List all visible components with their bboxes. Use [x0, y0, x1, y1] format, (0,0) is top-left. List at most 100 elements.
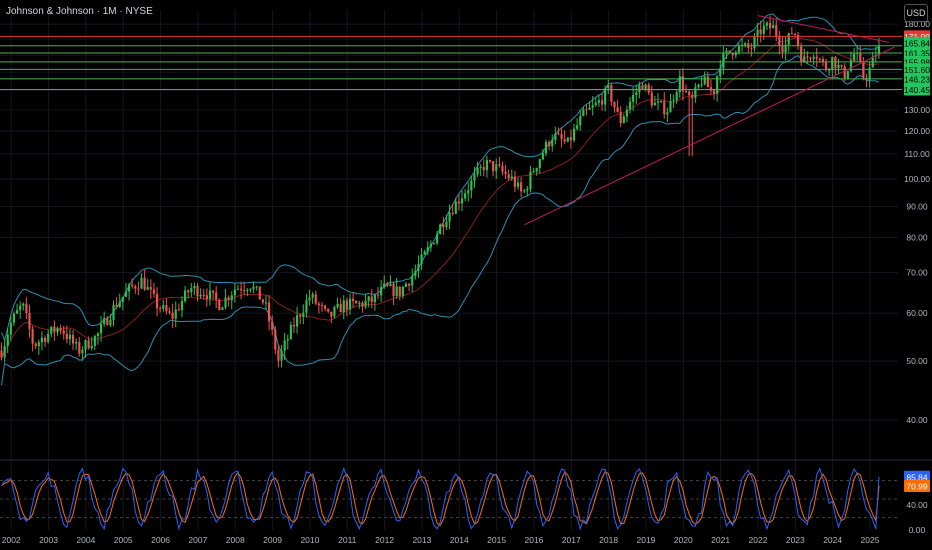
- candle-body: [849, 60, 853, 71]
- candle-body: [781, 45, 784, 52]
- trendline-descending-resistance: [757, 15, 889, 43]
- candle-body: [660, 101, 663, 103]
- price-level-text: 140.45: [904, 85, 930, 95]
- candle-body: [613, 101, 616, 108]
- candle-body: [772, 25, 775, 29]
- candle-body: [470, 180, 473, 191]
- candle-body: [498, 164, 501, 166]
- candle-body: [460, 198, 464, 204]
- x-tick-label: 2004: [76, 535, 95, 545]
- currency-button[interactable]: USD: [904, 4, 928, 22]
- y-tick-label: 70.00: [906, 268, 928, 278]
- candle-body: [753, 36, 756, 49]
- price-level-text: 146.23: [904, 74, 930, 84]
- y-tick-label: 120.00: [904, 126, 930, 136]
- candle-body: [600, 100, 604, 105]
- price-axis[interactable]: 180.00 130.00 120.00 110.00 100.00 90.00 80.00…: [904, 19, 930, 425]
- candle-body: [345, 300, 348, 310]
- candle-body: [663, 101, 666, 115]
- candle-body: [576, 125, 579, 129]
- x-tick-label: 2024: [823, 535, 842, 545]
- candle-body: [286, 339, 289, 341]
- candle-body: [448, 212, 451, 222]
- candle-body: [283, 340, 286, 351]
- candle-body: [411, 275, 414, 286]
- candle-body: [594, 102, 597, 105]
- candle-body: [40, 337, 44, 343]
- candle-body: [327, 308, 330, 312]
- x-tick-label: 2006: [151, 535, 170, 545]
- candle-body: [812, 56, 815, 59]
- x-tick-label: 2009: [263, 535, 282, 545]
- candle-body: [243, 290, 246, 292]
- candle-body: [383, 283, 386, 288]
- candle-body: [342, 300, 345, 313]
- candle-body: [267, 302, 271, 322]
- candle-body: [302, 312, 305, 317]
- candle-body: [656, 101, 660, 103]
- candle-body: [264, 302, 268, 304]
- candle-body: [510, 176, 513, 179]
- candle-body: [535, 167, 538, 172]
- candle-body: [877, 45, 881, 55]
- x-tick-label: 2016: [524, 535, 543, 545]
- candle-body: [299, 315, 302, 317]
- candle-body: [103, 318, 106, 325]
- candle-body: [544, 142, 548, 154]
- candle-body: [712, 90, 716, 94]
- candle-body: [725, 50, 728, 53]
- time-axis[interactable]: 2002 2003 2004 2005 2006 2007 2008 2009 2010 2011…: [2, 535, 880, 545]
- oscillator-last-tag-text: 85.84: [906, 472, 928, 482]
- candle-body: [653, 102, 657, 106]
- candle-body: [523, 190, 526, 192]
- candle-body: [734, 52, 737, 56]
- x-tick-label: 2018: [599, 535, 618, 545]
- candle-body: [81, 349, 84, 354]
- y-tick-label: 90.00: [906, 202, 928, 212]
- candle-body: [501, 165, 504, 172]
- candle-body: [464, 193, 467, 199]
- candle-body: [90, 345, 93, 349]
- candle-body: [96, 333, 100, 337]
- candle-body: [373, 294, 376, 303]
- candle-body: [821, 58, 825, 63]
- price-level-tag: [904, 83, 930, 96]
- candle-body: [803, 56, 806, 63]
- candle-body: [585, 109, 588, 111]
- price-levels[interactable]: 171.90165.84164.25161.35155.98151.60146.…: [0, 30, 930, 96]
- x-tick-label: 2007: [188, 535, 207, 545]
- candle-body: [9, 322, 12, 335]
- candle-body: [395, 286, 398, 297]
- candle-body: [202, 294, 205, 296]
- candle-body: [569, 137, 573, 141]
- candle-body: [719, 68, 722, 77]
- candle-body: [47, 333, 50, 342]
- candle-body: [193, 285, 196, 289]
- candle-body: [352, 298, 355, 301]
- candle-body: [476, 168, 479, 175]
- price-level-text: 165.84: [904, 38, 930, 48]
- candle-body: [635, 92, 638, 95]
- oscillator-last-tag-bg: [904, 479, 930, 492]
- candle-body: [706, 76, 709, 88]
- candle-body: [50, 326, 53, 334]
- candle-body: [442, 224, 445, 227]
- candle-body: [292, 324, 296, 327]
- price-level-text: 151.60: [904, 65, 930, 75]
- candle-body: [551, 139, 554, 147]
- candle-body: [694, 87, 697, 98]
- candle-body: [429, 243, 432, 248]
- candle-body: [336, 303, 339, 308]
- candle-body: [691, 95, 694, 98]
- x-tick-label: 2010: [300, 535, 319, 545]
- candle-body: [824, 62, 828, 71]
- candle-body: [554, 133, 557, 140]
- y-tick-label: 130.00: [904, 105, 930, 115]
- candle-body: [529, 171, 532, 189]
- candle-body: [513, 176, 516, 187]
- trendlines[interactable]: [524, 15, 895, 226]
- candle-body: [672, 100, 675, 102]
- candle-body: [71, 334, 75, 344]
- candle-body: [143, 277, 146, 290]
